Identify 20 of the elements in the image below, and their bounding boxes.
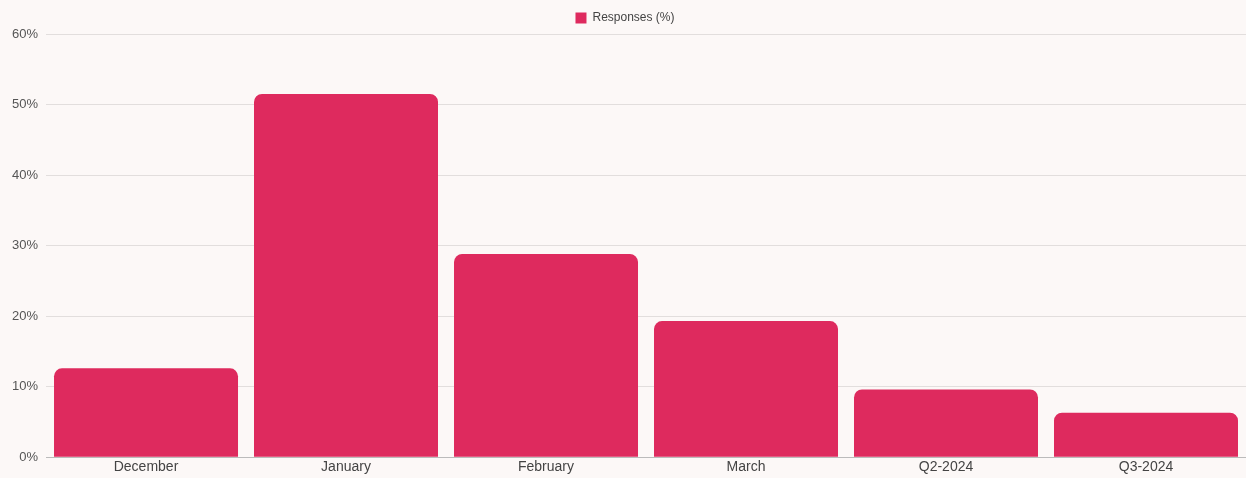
bar [454,254,639,457]
x-tick-label: February [518,458,575,475]
y-tick-label: 60% [11,25,39,41]
y-tick-label: 50% [11,96,39,112]
x-tick-label: Q3-2024 [1118,458,1174,475]
bar [254,93,439,457]
y-tick-label: 20% [11,307,39,323]
x-tick-label: March [726,458,766,475]
bar [854,389,1038,457]
y-tick-label: 0% [19,448,39,464]
y-tick-label: 10% [11,378,39,394]
legend-label: Responses (%) [592,10,675,25]
x-tick-label: December [113,458,179,475]
x-tick-label: January [321,458,371,475]
y-tick-label: 30% [11,237,39,253]
bar [654,321,839,457]
bar [54,368,239,457]
y-tick-label: 40% [11,166,39,182]
x-tick-label: Q2-2024 [918,458,974,475]
bar [1054,412,1238,457]
